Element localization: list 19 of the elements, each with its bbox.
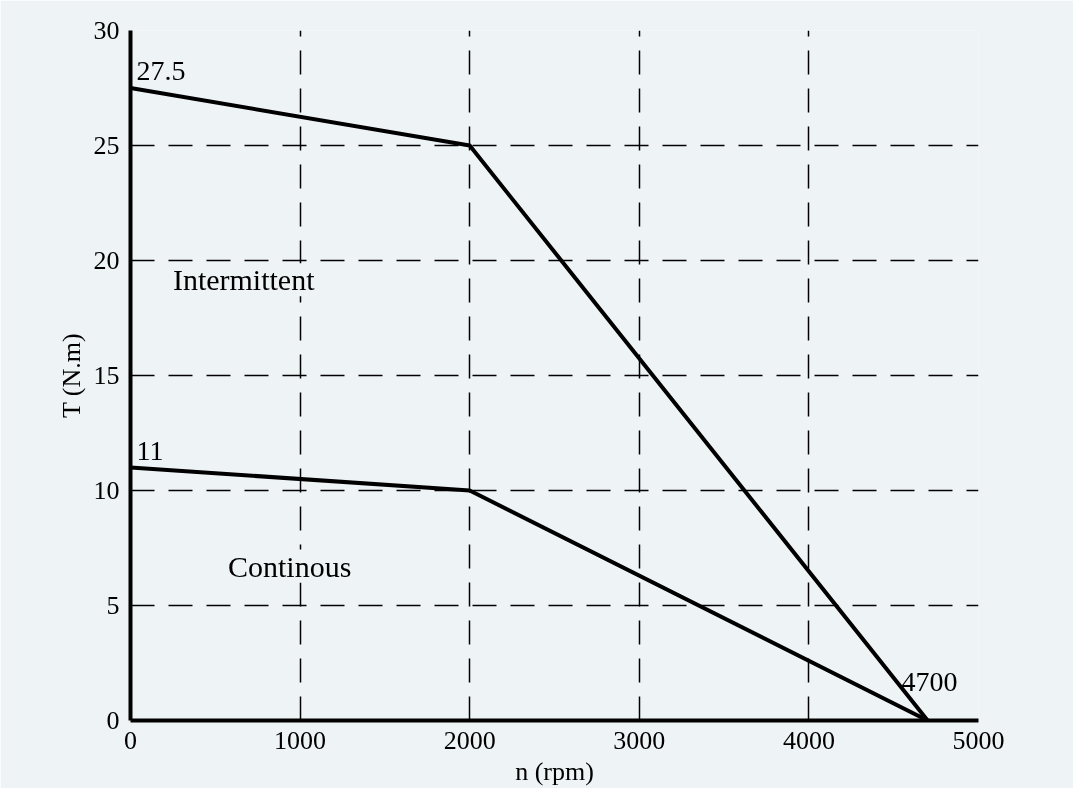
y-tick-label: 0 — [106, 706, 120, 735]
annotation: 4700 — [901, 665, 958, 697]
x-tick-label: 5000 — [952, 725, 1005, 755]
y-tick-label: 30 — [93, 16, 120, 45]
x-tick-label: 3000 — [613, 725, 666, 755]
y-tick-label: 20 — [93, 246, 120, 275]
x-axis-title: n (rpm) — [515, 756, 594, 786]
annotation: 11 — [136, 434, 164, 466]
x-tick-label: 4000 — [782, 725, 835, 755]
y-tick-label: 5 — [106, 591, 120, 620]
annotation: Continous — [228, 549, 352, 583]
y-tick-label: 10 — [93, 476, 120, 505]
annotation: Intermittent — [172, 263, 316, 297]
y-tick-label: 25 — [93, 131, 120, 160]
x-tick-label: 2000 — [443, 725, 496, 755]
y-tick-label: 15 — [93, 361, 120, 390]
annotation: 27.5 — [136, 55, 186, 86]
x-tick-label: 1000 — [274, 725, 327, 755]
y-axis-title: T (N.m) — [56, 333, 86, 419]
